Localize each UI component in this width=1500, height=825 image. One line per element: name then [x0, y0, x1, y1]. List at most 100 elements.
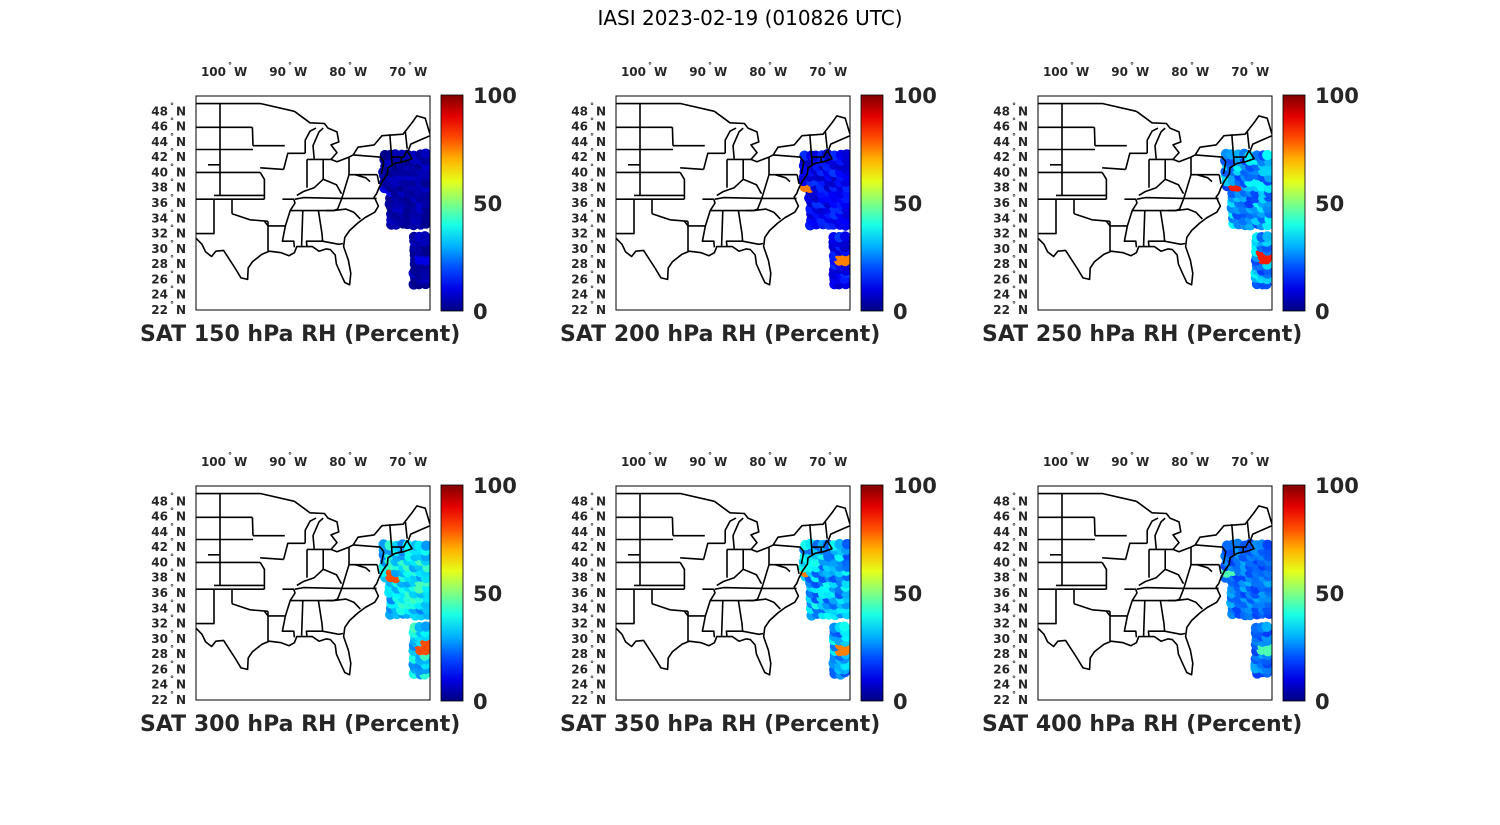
map-figure: 100 ° W 90 ° W 80 ° W 70 ° W48 ° N46 ° N44 ° N42 ° N40 ° N38 °…	[560, 61, 937, 347]
lat-tick-label: 48	[571, 104, 588, 118]
map-panel-250: 100 ° W 90 ° W 80 ° W 70 ° W 48 ° N 46 ° N 44 ° N 42 ° N 40 ° N 38 °…	[982, 61, 1359, 372]
rh-observation-point	[1262, 231, 1272, 242]
state-boundary	[281, 225, 296, 248]
lat-tick-label: 38	[993, 181, 1010, 195]
lat-degree-sign: °	[590, 147, 594, 156]
lon-tick-label: 80	[329, 455, 346, 469]
lat-degree-sign: °	[170, 583, 174, 592]
lon-degree-sign: °	[1250, 61, 1254, 70]
lat-degree-sign: °	[170, 224, 174, 233]
state-boundary	[1038, 199, 1057, 235]
lat-hemisphere-label: N	[1018, 540, 1028, 554]
lat-tick-label: 30	[993, 632, 1010, 646]
lat-hemisphere-label: N	[1018, 165, 1028, 179]
lat-hemisphere-label: N	[596, 288, 606, 302]
lon-degree-sign: °	[1250, 451, 1254, 460]
state-boundary	[1093, 127, 1096, 146]
lon-tick-label: 80	[749, 65, 766, 79]
state-boundary	[1231, 134, 1235, 165]
lon-degree-sign: °	[348, 451, 352, 460]
lat-hemisphere-label: N	[1018, 120, 1028, 134]
lat-hemisphere-label: N	[1018, 150, 1028, 164]
lat-tick-label: 30	[993, 242, 1010, 256]
lat-tick-label: 40	[151, 555, 168, 569]
lat-hemisphere-label: N	[596, 242, 606, 256]
state-boundary	[713, 500, 760, 550]
state-boundary	[742, 630, 764, 636]
state-boundary	[713, 110, 760, 160]
lat-hemisphere-label: N	[1018, 632, 1028, 646]
state-boundary	[761, 174, 770, 199]
lat-hemisphere-label: N	[176, 211, 186, 225]
lat-tick-label: 44	[993, 135, 1010, 149]
lat-tick-label: 44	[151, 525, 168, 539]
panel-title: SAT 200 hPa RH (Percent)	[560, 322, 880, 347]
rh-observation-point	[834, 538, 845, 550]
lat-tick-label: 22	[151, 303, 168, 317]
map-figure: 100 ° W 90 ° W 80 ° W 70 ° W48 ° N46 ° N44 ° N42 ° N40 ° N38 °…	[982, 61, 1359, 347]
lat-hemisphere-label: N	[176, 525, 186, 539]
rh-observation-point	[1262, 539, 1272, 550]
lat-degree-sign: °	[590, 300, 594, 309]
state-boundary	[680, 167, 704, 171]
lat-tick-label: 24	[151, 678, 168, 692]
lat-degree-sign: °	[1012, 614, 1016, 623]
state-boundary	[774, 563, 791, 573]
lat-degree-sign: °	[170, 598, 174, 607]
state-boundary	[1164, 240, 1186, 246]
lon-hemisphere-label: W	[834, 455, 847, 469]
lat-hemisphere-label: N	[1018, 135, 1028, 149]
lon-degree-sign: °	[648, 451, 652, 460]
lon-hemisphere-label: W	[234, 455, 247, 469]
lat-tick-label: 34	[993, 211, 1010, 225]
lat-degree-sign: °	[1012, 629, 1016, 638]
lat-tick-label: 24	[993, 288, 1010, 302]
state-boundary	[1168, 587, 1219, 602]
state-boundary	[322, 630, 344, 636]
colorbar-tick-label: 0	[473, 690, 488, 714]
colorbar-tick-label: 0	[1315, 690, 1330, 714]
lat-degree-sign: °	[1012, 690, 1016, 699]
map-figure: 100 ° W 90 ° W 80 ° W 70 ° W48 ° N46 ° N44 ° N42 ° N40 ° N38 °…	[140, 451, 517, 737]
lat-tick-label: 34	[151, 211, 168, 225]
lat-hemisphere-label: N	[596, 165, 606, 179]
lat-degree-sign: °	[170, 162, 174, 171]
state-boundary	[724, 517, 737, 544]
rh-observation-point	[840, 231, 850, 242]
state-boundary	[702, 542, 726, 560]
state-boundary	[391, 539, 408, 548]
lat-degree-sign: °	[170, 193, 174, 202]
state-boundary	[333, 598, 361, 610]
colorbar	[860, 484, 884, 702]
lat-degree-sign: °	[590, 101, 594, 110]
lon-hemisphere-label: W	[654, 455, 667, 469]
lat-hemisphere-label: N	[596, 678, 606, 692]
lat-hemisphere-label: N	[596, 120, 606, 134]
lon-degree-sign: °	[288, 61, 292, 70]
map-panel-300: 100 ° W 90 ° W 80 ° W 70 ° W 48 ° N 46 ° N 44 ° N 42 ° N 40 ° N 38 °…	[140, 451, 517, 762]
lat-hemisphere-label: N	[176, 693, 186, 707]
state-boundary	[1105, 610, 1128, 617]
lat-hemisphere-label: N	[1018, 211, 1028, 225]
map-area	[1038, 486, 1272, 700]
lat-tick-label: 24	[571, 288, 588, 302]
lat-degree-sign: °	[170, 659, 174, 668]
lat-hemisphere-label: N	[596, 555, 606, 569]
lat-tick-label: 44	[571, 525, 588, 539]
lat-tick-label: 38	[151, 181, 168, 195]
state-boundary	[1222, 551, 1227, 565]
lon-tick-label: 70	[809, 65, 826, 79]
state-boundary	[389, 134, 393, 165]
lat-hemisphere-label: N	[176, 165, 186, 179]
lon-tick-label: 90	[1111, 455, 1128, 469]
lon-degree-sign: °	[408, 451, 412, 460]
state-boundary	[353, 154, 385, 163]
lon-tick-label: 70	[809, 455, 826, 469]
state-boundary	[1183, 174, 1192, 199]
state-boundary	[1246, 131, 1250, 149]
state-boundary	[353, 544, 385, 553]
state-boundary	[651, 602, 689, 613]
colorbar	[860, 94, 884, 312]
state-boundary	[354, 173, 371, 183]
state-boundary	[196, 589, 215, 625]
